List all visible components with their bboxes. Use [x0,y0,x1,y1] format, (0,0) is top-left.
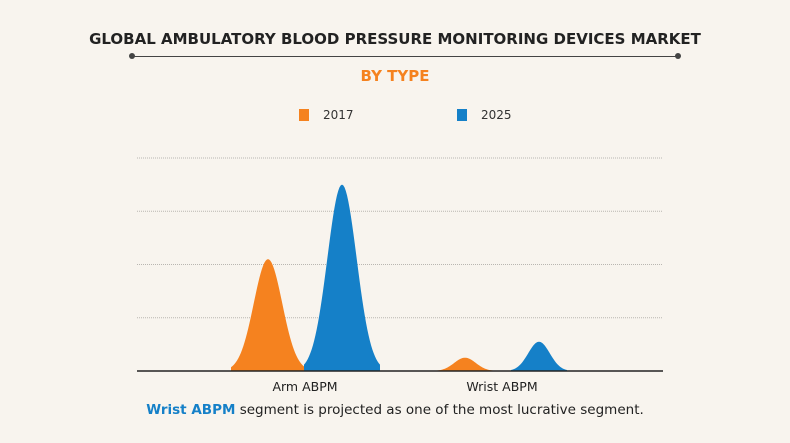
peak-2017-wrist-abpm [437,357,493,371]
peak-2017-arm-abpm [231,259,305,371]
legend-label-2025: 2025 [481,108,512,122]
chart-plot: Arm ABPM Wrist ABPM [137,157,663,394]
legend-item-2025: 2025 [457,108,512,122]
legend-swatch-2025 [457,109,467,121]
chart-title: GLOBAL AMBULATORY BLOOD PRESSURE MONITOR… [89,30,701,48]
divider-left-dot [129,53,135,59]
peak-2025-arm-abpm [304,184,380,371]
x-tick-label: Arm ABPM [272,379,337,394]
chart-caption: Wrist ABPM segment is projected as one o… [0,402,790,418]
legend-swatch-2017 [299,109,309,121]
caption-text: segment is projected as one of the most … [235,402,644,418]
x-tick-label: Wrist ABPM [466,379,537,394]
peak-2025-wrist-abpm [511,341,567,371]
legend-label-2017: 2017 [323,108,354,122]
caption-highlight: Wrist ABPM [146,402,236,418]
chart-subtitle: BY TYPE [360,67,430,85]
legend-item-2017: 2017 [299,108,354,122]
title-divider [131,56,678,57]
divider-right-dot [675,53,681,59]
